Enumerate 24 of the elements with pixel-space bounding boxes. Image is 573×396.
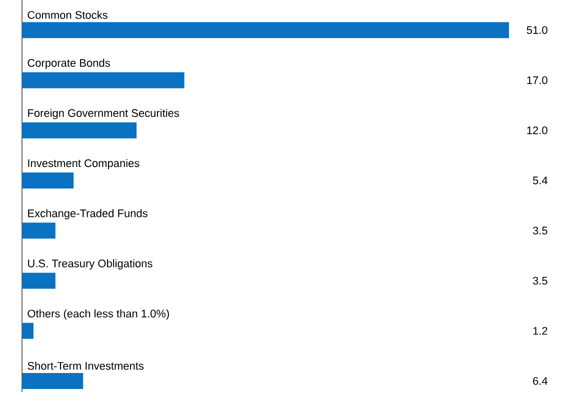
data-label: 17.0: [527, 76, 548, 84]
data-label: 5.4: [532, 176, 548, 184]
y-tick-label: Foreign Government Securities: [28, 108, 180, 120]
data-label: 3.5: [532, 276, 548, 285]
data-label: 12.0: [527, 126, 548, 134]
data-label: 6.4: [533, 377, 548, 385]
bar: [22, 322, 34, 339]
data-label: 1.2: [533, 327, 548, 335]
bar: [22, 372, 84, 389]
bar: [22, 122, 137, 138]
y-tick-label: Common Stocks: [28, 10, 108, 19]
y-tick-label: Exchange-Traded Funds: [28, 209, 148, 220]
bar: [22, 222, 56, 239]
data-label: 3.5: [532, 226, 548, 234]
bar: [22, 72, 184, 88]
y-tick-label: Others (each less than 1.0%): [28, 309, 169, 320]
bar: [22, 272, 56, 289]
y-tick-label: Corporate Bonds: [28, 58, 110, 69]
y-tick-label: Short-Term Investments: [28, 362, 144, 370]
data-label: 51.0: [526, 26, 548, 34]
y-tick-label: Investment Companies: [28, 159, 140, 170]
bar: [22, 22, 509, 38]
y-tick-label: U.S. Treasury Obligations: [28, 259, 152, 270]
bar: [22, 172, 74, 188]
